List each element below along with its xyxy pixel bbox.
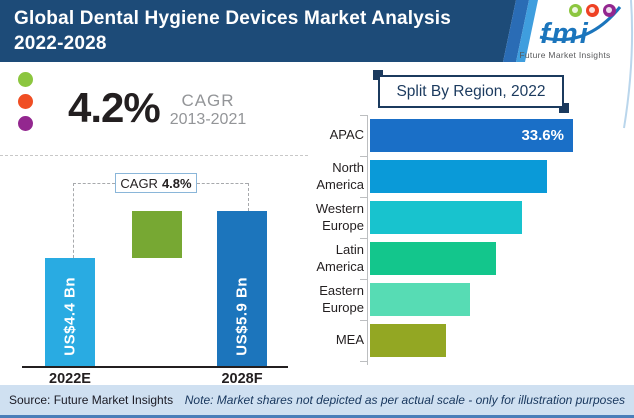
logo-subtitle: Future Market Insights [519, 50, 611, 60]
region-bar-mea [370, 324, 446, 357]
region-bar-latin-america [370, 242, 496, 275]
purple-dot-icon [18, 116, 33, 131]
x-category-2028f: 2028F [221, 371, 263, 387]
callout-corner-square-bottom [559, 103, 569, 113]
orange-dot-icon [18, 94, 33, 109]
cagr-label: CAGR [181, 91, 235, 110]
page-title: Global Dental Hygiene Devices Market Ana… [14, 7, 451, 56]
region-label: Latin America [316, 242, 364, 274]
page-title-line2: 2022-2028 [14, 32, 107, 54]
bar-2022e: US$4.4 Bn [45, 258, 95, 366]
region-bar-north-america [370, 160, 547, 193]
region-row-latin-america: Latin America [310, 238, 634, 279]
region-row-eastern-europe: Eastern Europe [310, 279, 634, 320]
bar-2022e-value-label: US$4.4 Bn [61, 277, 79, 356]
region-share-label: 33.6% [521, 127, 564, 144]
dart-icon [586, 4, 599, 17]
connector-dash-left [73, 183, 115, 184]
region-label: Western Europe [315, 201, 364, 233]
x-category-2022e: 2022E [49, 371, 91, 387]
green-square-graphic [132, 211, 182, 258]
region-bar-apac: 33.6% [370, 119, 573, 152]
region-label: North America [316, 160, 364, 192]
region-row-mea: MEA [310, 320, 634, 361]
market-size-chart: CAGR 4.8% US$4.4 Bn US$5.9 Bn 2022E 2028… [0, 160, 310, 388]
region-label: MEA [335, 332, 364, 348]
historic-cagr-value: 4.2% [68, 84, 161, 131]
fmi-logo: fmi Future Market Insights [506, 3, 624, 60]
cagr-period: 2013-2021 [169, 111, 247, 128]
bulb-icon [603, 4, 616, 17]
connector-dash-down-left [73, 183, 74, 258]
header-banner: Global Dental Hygiene Devices Market Ana… [0, 0, 634, 62]
connector-dash-right [197, 183, 248, 184]
dashed-divider [0, 155, 308, 156]
footer-bar: Source: Future Market Insights Note: Mar… [0, 385, 634, 418]
bar-2028f: US$5.9 Bn [217, 211, 267, 366]
region-split-chart: Split By Region, 2022 APAC 33.6% North A… [310, 60, 634, 390]
region-label: APAC [329, 127, 364, 143]
region-bar-eastern-europe [370, 283, 470, 316]
logo-wordmark: fmi [540, 18, 590, 50]
region-row-apac: APAC 33.6% [310, 115, 634, 156]
region-bar-western-europe [370, 201, 522, 234]
decorative-edge-curve [623, 0, 634, 129]
bar-2028f-value-label: US$5.9 Bn [233, 277, 251, 356]
header-band [0, 0, 516, 62]
footer-accent-strip [0, 415, 634, 418]
page-title-line1: Global Dental Hygiene Devices Market Ana… [14, 8, 452, 29]
historic-cagr-caption: CAGR 2013-2021 [168, 91, 248, 129]
region-row-north-america: North America [310, 156, 634, 197]
region-label: Eastern Europe [319, 283, 364, 315]
source-text: Source: Future Market Insights [9, 393, 174, 407]
stat-accent-dots [18, 72, 33, 131]
region-axis-line [360, 115, 368, 365]
logo-dots [569, 4, 616, 17]
region-rows: APAC 33.6% North America Western Europe … [310, 115, 634, 361]
connector-dash-down-right [248, 183, 249, 211]
forecast-cagr-callout: CAGR 4.8% [115, 173, 197, 193]
forecast-cagr-label: CAGR [120, 175, 158, 191]
green-dot-icon [18, 72, 33, 87]
x-axis-line [22, 366, 288, 368]
forecast-cagr-value: 4.8% [161, 175, 192, 191]
footer-background: Source: Future Market Insights Note: Mar… [0, 385, 634, 415]
region-row-western-europe: Western Europe [310, 197, 634, 238]
leaf-icon [569, 4, 582, 17]
region-chart-title: Split By Region, 2022 [378, 75, 564, 108]
note-text: Note: Market shares not depicted as per … [184, 393, 625, 407]
